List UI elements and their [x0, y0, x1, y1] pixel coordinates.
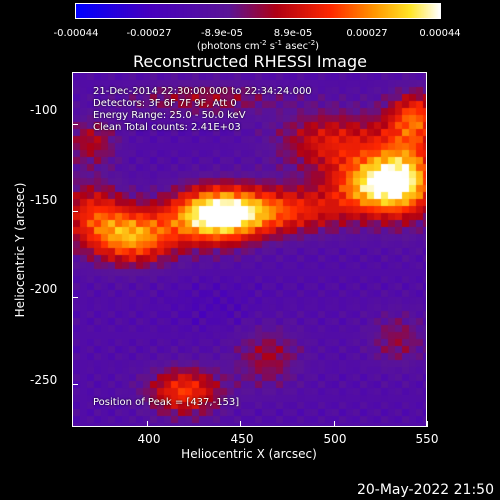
x-tick-label: 400 [137, 432, 161, 446]
colorbar-tick-label: -0.00027 [126, 28, 172, 39]
colorbar-tick-label: 8.9e-05 [273, 28, 313, 39]
chart-title: Reconstructed RHESSI Image [133, 52, 367, 71]
colorbar-tick-label: 0.00044 [419, 28, 461, 39]
x-tick-mark [334, 421, 335, 427]
annotation-total-counts: Clean Total counts: 2.41E+03 [93, 122, 241, 133]
annotation-time-range: 21-Dec-2014 22:30:00.000 to 22:34:24.000 [93, 86, 312, 97]
x-tick-label: 450 [230, 432, 254, 446]
plot-area [72, 72, 427, 427]
colorbar [75, 3, 441, 19]
colorbar-gradient [76, 4, 440, 18]
annotation-energy-range: Energy Range: 25.0 - 50.0 keV [93, 110, 246, 121]
x-axis-label: Heliocentric X (arcsec) [181, 447, 317, 461]
x-tick-label: 500 [323, 432, 347, 446]
colorbar-tick-label: -0.00044 [53, 28, 99, 39]
y-tick-mark [72, 384, 78, 385]
x-tick-mark [427, 421, 428, 427]
y-tick-mark [72, 297, 78, 298]
y-tick-label: -200 [30, 282, 58, 296]
y-tick-mark [72, 211, 78, 212]
y-tick-label: -150 [30, 193, 58, 207]
y-axis-label: Heliocentric Y (arcsec) [13, 182, 27, 318]
footer-timestamp: 20-May-2022 21:50 [356, 482, 494, 498]
colorbar-tick-label: -8.9e-05 [201, 28, 243, 39]
y-tick-label: -250 [30, 373, 58, 387]
x-tick-mark [240, 421, 241, 427]
y-tick-mark [72, 124, 78, 125]
colorbar-tick-label: 0.00027 [346, 28, 388, 39]
colorbar-unit-label: (photons cm-2 s-1 asec-2) [196, 39, 320, 52]
x-tick-label: 550 [415, 432, 439, 446]
annotation-detectors: Detectors: 3F 6F 7F 9F, Att 0 [93, 98, 237, 109]
y-tick-label: -100 [30, 103, 58, 117]
annotation-peak-position: Position of Peak = [437,-153] [93, 397, 240, 408]
heatmap-image [73, 73, 426, 426]
x-tick-mark [147, 421, 148, 427]
